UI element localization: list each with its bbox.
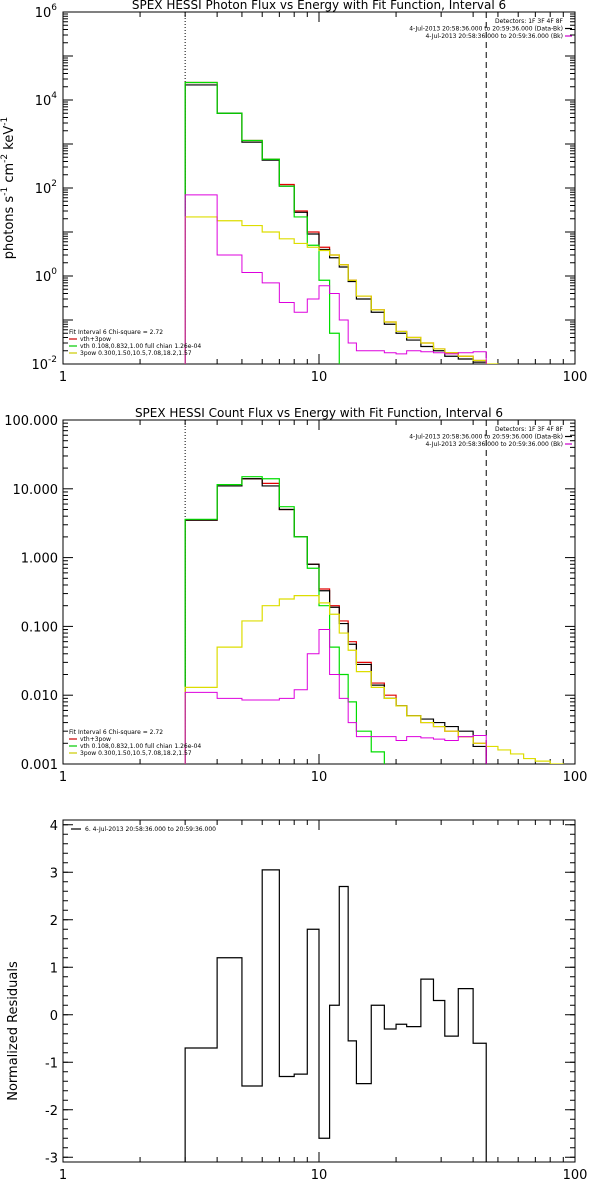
legend-bottom-entry: vth+3pow <box>80 736 111 743</box>
x-tick-label: 100 <box>563 1168 588 1183</box>
panel-2: SPEX HESSI Count Flux vs Energy with Fit… <box>4 406 587 785</box>
legend-bottom-entry: 3pow 0.300,1.50,10.5,7.08,18.2,1.57 <box>80 350 192 357</box>
series-6- <box>184 869 487 1162</box>
y-tick-exponent: 6 <box>51 3 57 13</box>
legend-top-entry: Detectors: 1F 3F 4F 8F <box>495 18 564 25</box>
series-3pow <box>184 595 564 764</box>
series-group <box>184 476 564 764</box>
legend-bottom-entry: vth 0.108,0.832,1.00 full chian 1.26e-04 <box>80 343 201 350</box>
x-tick-label: 1 <box>59 770 67 785</box>
chart-title: SPEX HESSI Count Flux vs Energy with Fit… <box>135 406 503 420</box>
x-tick-label: 100 <box>563 370 588 385</box>
series-bk <box>184 629 487 764</box>
plot-frame <box>62 11 576 365</box>
chart-title: SPEX HESSI Photon Flux vs Energy with Fi… <box>132 0 506 12</box>
y-tick-exponent: 0 <box>51 267 57 277</box>
y-tick-exponent: 2 <box>51 179 57 189</box>
legend-top-entry: Detectors: 1F 3F 4F 8F <box>495 426 564 433</box>
legend-bottom-entry: Fit Interval 6 Chi-square = 2.72 <box>69 729 163 736</box>
series-group <box>184 869 487 1162</box>
legend-top-entry: 4-Jul-2013 20:58:36.000 to 20:59:36.000 … <box>409 434 563 441</box>
legend-top-entry: 6. 4-Jul-2013 20:58:36.000 to 20:59:36.0… <box>85 826 216 833</box>
y-axis-label-exponent: -1 <box>0 117 10 126</box>
legend-bottom-entry: vth+3pow <box>80 336 111 343</box>
legend-bottom-entry: 3pow 0.300,1.50,10.5,7.08,18.2,1.57 <box>80 750 192 757</box>
y-tick-exponent: -2 <box>48 355 57 365</box>
y-tick-base: 10 <box>35 94 52 109</box>
legend-top-entry: 4-Jul-2013 20:58:36.000 to 20:59:36.000 … <box>425 441 563 448</box>
x-tick-label: 1 <box>59 370 67 385</box>
y-axis-label-exponent: -2 <box>0 154 10 163</box>
y-tick-label: 100 <box>35 267 58 285</box>
y-tick-base: 10 <box>35 6 52 21</box>
y-tick-label: 0.010 <box>21 689 58 704</box>
y-tick-label: 0.100 <box>21 620 58 635</box>
series-vth <box>184 81 340 364</box>
y-tick-label: 0 <box>50 1009 58 1024</box>
series-data-bk <box>184 84 487 364</box>
series-vth-3pow <box>184 81 487 364</box>
legend-top-entry: 4-Jul-2013 20:58:36.000 to 20:59:36.000 … <box>425 33 563 40</box>
panel-1: SPEX HESSI Photon Flux vs Energy with Fi… <box>0 0 587 385</box>
y-tick-label: 102 <box>35 179 57 197</box>
y-tick-label: -1 <box>45 1056 58 1071</box>
y-tick-label: 104 <box>35 91 58 109</box>
y-tick-label: -3 <box>45 1151 58 1166</box>
legend-top-entry: 4-Jul-2013 20:58:36.000 to 20:59:36.000 … <box>409 26 563 33</box>
y-axis-label: Normalized Residuals <box>6 961 21 1101</box>
y-tick-exponent: 4 <box>51 91 57 101</box>
y-tick-base: 10 <box>31 358 48 373</box>
legend-bottom-entry: Fit Interval 6 Chi-square = 2.72 <box>69 329 163 336</box>
series-3pow <box>184 216 499 364</box>
x-tick-label: 10 <box>311 1168 328 1183</box>
series-vth-3pow <box>184 478 487 764</box>
y-axis-label-exponent: -1 <box>0 187 10 196</box>
x-tick-label: 100 <box>563 770 588 785</box>
series-group <box>184 81 499 364</box>
y-tick-label: 4 <box>50 819 58 834</box>
y-tick-label: 10.000 <box>13 483 59 498</box>
panel-3: 1 10 100 -3 -2 -1 0 1 2 3 4 Normalized Residuals 6. … <box>6 819 587 1183</box>
y-tick-label: 2 <box>50 914 58 929</box>
y-axis-label-part: keV <box>2 126 17 154</box>
y-tick-label: 3 <box>50 866 58 881</box>
y-tick-label: 106 <box>35 3 58 21</box>
y-tick-label: 1.000 <box>21 552 58 567</box>
x-tick-label: 10 <box>311 370 328 385</box>
x-tick-label: 10 <box>311 770 328 785</box>
y-tick-label: 10-2 <box>31 355 57 373</box>
y-tick-base: 10 <box>35 270 52 285</box>
series-bk <box>184 194 487 364</box>
y-tick-label: 100.000 <box>4 414 58 429</box>
y-tick-base: 10 <box>35 182 52 197</box>
y-axis-label-part: cm <box>2 163 17 187</box>
x-tick-label: 1 <box>59 1168 67 1183</box>
y-tick-label: 0.001 <box>21 758 58 773</box>
legend-bottom-entry: vth 0.108,0.832,1.00 full chian 1.26e-04 <box>80 743 201 750</box>
series-vth <box>184 476 385 764</box>
y-axis-label-part: photons s <box>2 196 17 260</box>
y-tick-label: -2 <box>45 1104 58 1119</box>
y-axis-label: photons s-1 cm-2 keV-1 <box>0 117 17 259</box>
series-data-bk <box>184 478 487 764</box>
y-tick-label: 1 <box>50 961 58 976</box>
